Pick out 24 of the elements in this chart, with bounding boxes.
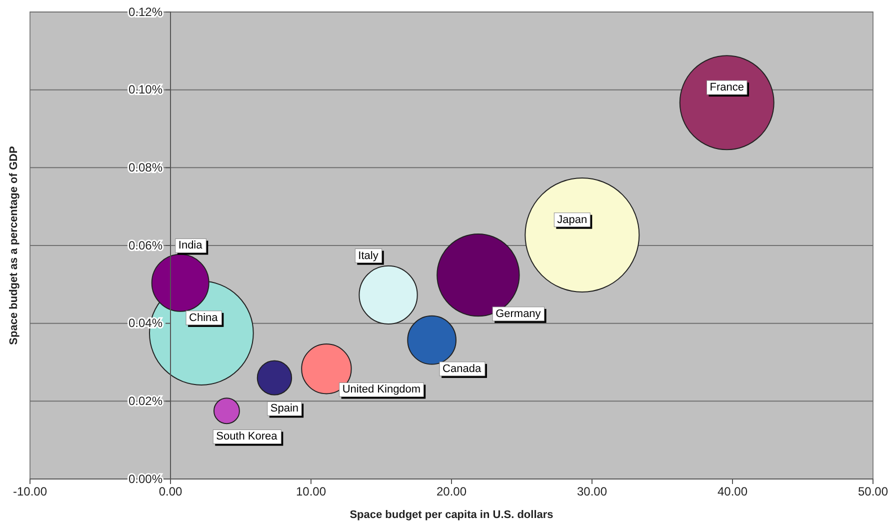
series-label: France	[710, 82, 744, 94]
series-label: Spain	[270, 402, 299, 415]
series-label: South Korea	[216, 430, 278, 443]
y-tick-label: 0.10%	[128, 82, 163, 97]
series-label: Japan	[557, 214, 588, 226]
series-label: India	[178, 240, 204, 252]
x-tick-label: 10.00	[296, 484, 326, 499]
x-tick-label: -10.00	[12, 484, 48, 499]
y-tick-label: 0.12%	[128, 4, 163, 19]
x-tick-label: 30.00	[576, 484, 608, 499]
x-tick-label: 0.00	[158, 484, 182, 499]
x-tick-label: 20.00	[436, 484, 467, 499]
x-tick-label: 40.00	[717, 484, 748, 499]
x-axis-title: Space budget per capita in U.S. dollars	[350, 509, 554, 521]
series-label: Germany	[496, 308, 542, 320]
series-label: Italy	[358, 250, 379, 262]
series-label: China	[189, 312, 219, 324]
series-label: United Kingdom	[342, 384, 421, 396]
x-tick-label: 50.00	[858, 484, 888, 499]
series-label: Canada	[442, 362, 482, 375]
y-tick-label: 0.02%	[128, 394, 163, 408]
y-tick-label: 0.06%	[128, 238, 163, 252]
y-tick-label: 0.08%	[128, 160, 163, 175]
y-axis-title: Space budget as a percentage of GDP	[8, 146, 20, 345]
